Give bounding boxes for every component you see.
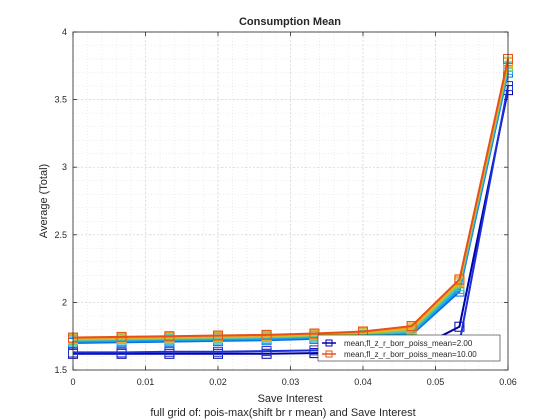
data-point — [116, 347, 127, 358]
x-tick-label: 0.04 — [354, 377, 372, 387]
x-tick-label: 0.01 — [137, 377, 155, 387]
data-point — [454, 321, 465, 332]
data-point — [213, 346, 223, 357]
x-tick-label: 0.02 — [209, 377, 227, 387]
y-tick-label: 1.5 — [54, 365, 67, 375]
x-tick-label: 0.03 — [282, 377, 300, 387]
series-line — [72, 72, 509, 344]
x-tick-label: 0.05 — [427, 377, 445, 387]
y-tick-label: 3 — [62, 162, 67, 172]
data-point — [406, 321, 417, 332]
legend-label: mean,fl_z_r_borr_poiss_mean=2.00 — [344, 339, 473, 348]
legend: mean,fl_z_r_borr_poiss_mean=2.00 mean,fl_… — [317, 334, 501, 362]
y-tick-label: 2 — [62, 297, 67, 307]
ticks: 0 0.01 0.02 0.03 0.04 0.05 0.06 1.5 2 2.5 3 3.5 4 — [54, 27, 516, 387]
legend-swatch-marker — [325, 339, 333, 347]
data-point — [164, 331, 175, 342]
series-line — [72, 69, 509, 343]
chart-title: Consumption Mean — [239, 16, 341, 28]
legend-box — [317, 334, 501, 362]
y-axis-label: Average (Total) — [38, 164, 50, 238]
data-point — [116, 331, 127, 342]
legend-swatch-marker — [325, 350, 333, 358]
data-point — [309, 328, 320, 339]
data-point — [454, 274, 465, 285]
data-point — [164, 346, 175, 357]
y-tick-label: 4 — [62, 27, 67, 37]
data-point — [261, 329, 272, 340]
x-tick-label: 0.06 — [499, 377, 517, 387]
data-point — [213, 330, 223, 341]
data-point — [261, 346, 272, 357]
x-axis-label: Save Interest — [258, 393, 323, 405]
series-line — [72, 58, 509, 339]
x-tick-label: 0 — [70, 377, 75, 387]
y-tick-label: 2.5 — [54, 230, 67, 240]
legend-label: mean,fl_z_r_borr_poiss_mean=10.00 — [344, 350, 477, 359]
chart-caption: full grid of: pois-max(shift br r mean) … — [150, 407, 415, 419]
series-layer — [68, 54, 513, 359]
y-tick-label: 3.5 — [54, 95, 67, 105]
